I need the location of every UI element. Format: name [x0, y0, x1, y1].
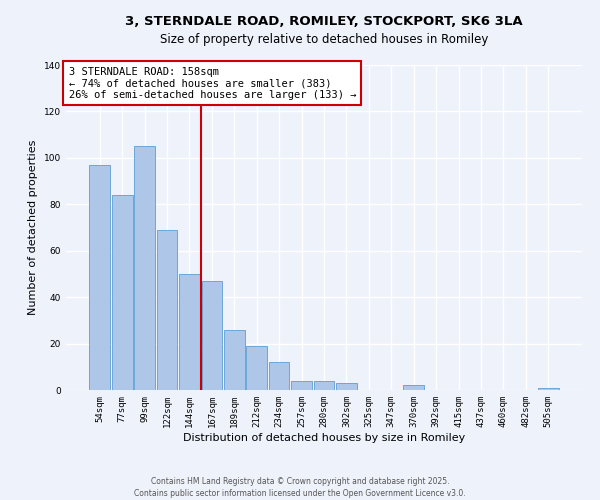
Bar [247, 346, 267, 390]
Bar [112, 195, 133, 390]
Bar [134, 146, 155, 390]
Bar [157, 230, 178, 390]
Y-axis label: Number of detached properties: Number of detached properties [28, 140, 38, 315]
Bar [269, 362, 289, 390]
Text: Contains HM Land Registry data © Crown copyright and database right 2025.
Contai: Contains HM Land Registry data © Crown c… [134, 476, 466, 498]
Text: 3, STERNDALE ROAD, ROMILEY, STOCKPORT, SK6 3LA: 3, STERNDALE ROAD, ROMILEY, STOCKPORT, S… [125, 15, 523, 28]
Bar [89, 165, 110, 390]
Bar [336, 383, 357, 390]
Text: Size of property relative to detached houses in Romiley: Size of property relative to detached ho… [160, 32, 488, 46]
Bar [202, 281, 222, 390]
Bar [224, 330, 245, 390]
Bar [538, 388, 559, 390]
Bar [314, 380, 334, 390]
Bar [291, 380, 312, 390]
Bar [179, 274, 200, 390]
Bar [403, 386, 424, 390]
X-axis label: Distribution of detached houses by size in Romiley: Distribution of detached houses by size … [183, 432, 465, 442]
Text: 3 STERNDALE ROAD: 158sqm
← 74% of detached houses are smaller (383)
26% of semi-: 3 STERNDALE ROAD: 158sqm ← 74% of detach… [68, 66, 356, 100]
